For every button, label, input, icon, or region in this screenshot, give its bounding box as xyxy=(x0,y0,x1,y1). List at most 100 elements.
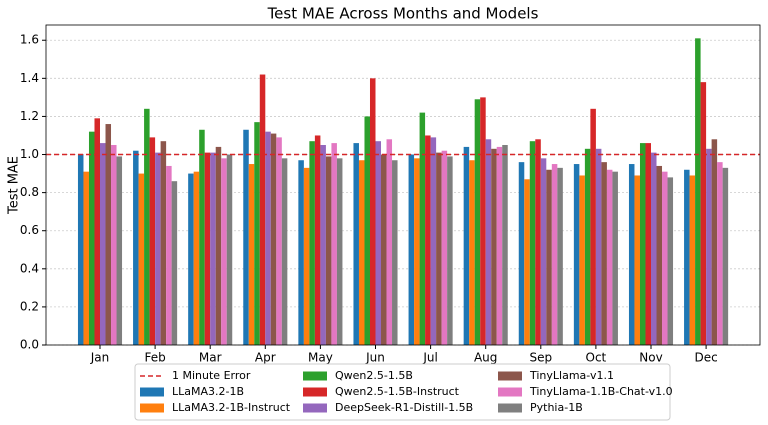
bar xyxy=(722,167,729,345)
bar xyxy=(474,99,481,346)
bar xyxy=(540,158,547,345)
legend-swatch xyxy=(498,371,522,381)
legend-swatch xyxy=(303,371,327,381)
bar xyxy=(155,152,161,345)
bar xyxy=(364,116,370,345)
bar xyxy=(100,143,106,345)
plot-frame xyxy=(45,24,761,346)
bar xyxy=(314,135,321,345)
legend-box xyxy=(134,363,671,421)
bar xyxy=(639,143,646,345)
legend-label: LLaMA3.2-1B xyxy=(172,385,244,398)
bar xyxy=(259,74,266,346)
bar xyxy=(281,158,288,345)
x-tick-label: Apr xyxy=(255,351,276,365)
x-tick-label: Jun xyxy=(365,351,385,365)
y-tick-label: 0.8 xyxy=(20,185,39,199)
bar xyxy=(105,124,112,345)
bar xyxy=(270,133,277,345)
bar xyxy=(325,156,332,345)
x-tick-label: Dec xyxy=(694,351,717,365)
bar xyxy=(645,143,651,345)
bar xyxy=(667,177,674,345)
bar xyxy=(243,129,249,345)
bar xyxy=(689,175,696,345)
bar xyxy=(469,160,475,345)
bar xyxy=(358,160,365,345)
bar xyxy=(485,139,492,345)
bar xyxy=(133,150,139,345)
bar xyxy=(518,162,525,345)
legend-swatch xyxy=(303,403,327,413)
bar xyxy=(386,139,393,345)
bar xyxy=(606,169,613,345)
bar xyxy=(408,154,415,345)
legend-label: DeepSeek-R1-Distill-1.5B xyxy=(335,401,473,414)
legend-label: Pythia-1B xyxy=(530,401,583,414)
bar xyxy=(254,122,260,346)
bar xyxy=(573,164,580,345)
bar xyxy=(83,171,89,345)
x-tick-label: Oct xyxy=(586,351,607,365)
bar xyxy=(447,156,453,345)
bar xyxy=(188,173,194,345)
chart-title: Test MAE Across Months and Models xyxy=(267,5,539,23)
bar xyxy=(336,158,343,345)
bar xyxy=(381,154,387,345)
bar xyxy=(529,141,536,345)
bar xyxy=(601,162,607,345)
bar xyxy=(502,145,508,345)
bar xyxy=(111,145,117,345)
bar xyxy=(144,108,150,345)
bar xyxy=(684,169,690,345)
bar xyxy=(546,169,552,345)
bar xyxy=(265,131,271,345)
x-tick-label: Mar xyxy=(199,351,222,365)
bar xyxy=(651,152,657,345)
bar xyxy=(320,145,326,345)
legend-label: TinyLlama-1.1B-Chat-v1.0 xyxy=(529,385,673,398)
bar xyxy=(88,131,95,345)
bar xyxy=(491,148,497,345)
bar xyxy=(524,179,530,345)
y-tick-label: 0.0 xyxy=(20,338,39,352)
bar xyxy=(215,146,222,345)
bar xyxy=(276,137,282,345)
bar xyxy=(414,158,420,345)
bar xyxy=(303,167,310,345)
bar xyxy=(430,137,437,345)
bar xyxy=(557,167,563,345)
bar xyxy=(375,141,382,345)
legend-swatch xyxy=(140,403,164,413)
bar xyxy=(353,143,359,345)
bar xyxy=(695,38,701,345)
legend-swatch xyxy=(140,387,164,397)
bar xyxy=(628,164,635,345)
bar xyxy=(166,165,172,345)
x-tick-label: Feb xyxy=(144,351,165,365)
bar xyxy=(199,129,205,345)
bar xyxy=(204,152,211,345)
bar xyxy=(496,146,503,345)
bar xyxy=(441,150,448,345)
bar xyxy=(116,156,123,345)
bar xyxy=(94,118,100,345)
bar xyxy=(392,160,398,345)
bar xyxy=(634,175,640,345)
x-tick-label: Jul xyxy=(422,351,437,365)
bar xyxy=(138,173,145,345)
bar xyxy=(711,139,718,345)
bar xyxy=(662,171,668,345)
y-tick-label: 1.6 xyxy=(20,33,39,47)
legend-label: TinyLlama-v1.1 xyxy=(529,369,614,382)
bar xyxy=(149,137,156,345)
legend-swatch xyxy=(303,387,327,397)
legend-swatch xyxy=(498,403,522,413)
bar xyxy=(717,162,723,345)
bar xyxy=(369,78,376,345)
bar xyxy=(298,160,304,345)
y-axis-label: Test MAE xyxy=(7,156,22,215)
bar xyxy=(77,154,84,345)
y-tick-label: 1.4 xyxy=(20,71,39,85)
